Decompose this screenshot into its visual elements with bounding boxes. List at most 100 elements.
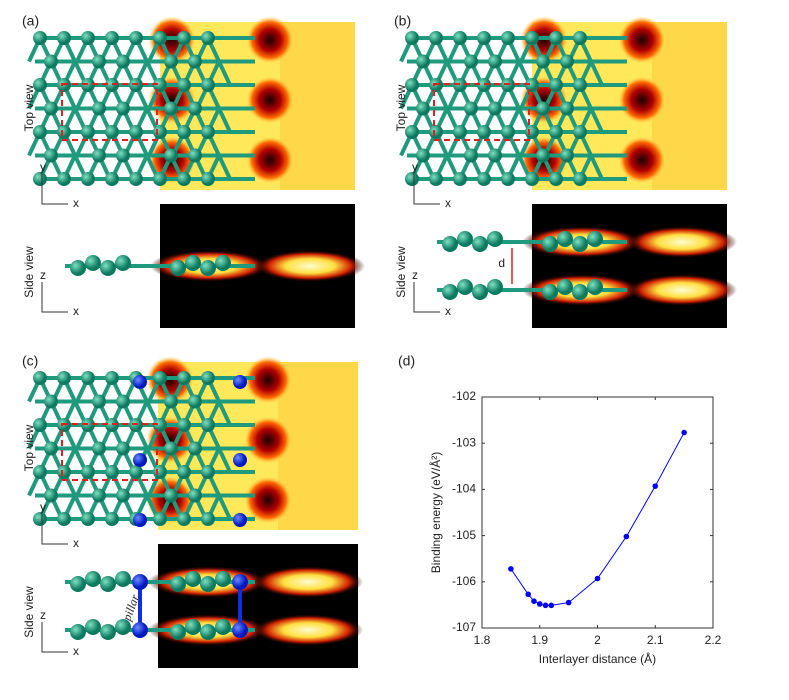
panel-label: (c)	[22, 353, 38, 369]
data-point	[536, 601, 543, 607]
atom	[177, 465, 191, 479]
data-point	[623, 533, 630, 540]
data-point	[531, 598, 537, 605]
atom	[116, 101, 130, 116]
x-tick-label: 2.1	[647, 633, 664, 647]
pillar-atom	[233, 513, 247, 527]
y-tick-label: -103	[452, 435, 476, 449]
atom	[153, 512, 167, 526]
atom	[501, 125, 515, 139]
atom	[81, 125, 95, 139]
atom	[164, 148, 178, 163]
side-atom	[215, 571, 231, 587]
axis-glyph-label: y	[412, 160, 418, 174]
atom	[81, 465, 95, 479]
atom	[536, 101, 550, 116]
bond	[217, 400, 232, 426]
x-tick-label: 1.8	[474, 633, 491, 647]
atom	[57, 371, 71, 385]
atom	[177, 371, 191, 385]
side-atom	[170, 624, 186, 640]
side-atom	[472, 236, 488, 252]
side-atom	[170, 576, 186, 592]
axis-glyph-label: x	[73, 196, 79, 210]
atom	[453, 172, 467, 186]
atom	[573, 172, 587, 186]
bond	[589, 107, 604, 133]
y-tick-label: -105	[452, 528, 476, 542]
axis-glyph-label: x	[445, 196, 451, 210]
atom	[116, 54, 130, 69]
side-atom	[70, 576, 86, 592]
atom	[453, 31, 467, 45]
view-label: Top view	[394, 84, 408, 131]
side-atom	[185, 619, 201, 635]
heatmap-spot	[244, 476, 292, 524]
axis-glyph-label: y	[40, 160, 46, 174]
side-atom	[100, 576, 116, 592]
atom	[44, 101, 58, 116]
atom	[477, 31, 491, 45]
atom	[129, 125, 143, 139]
atom	[177, 125, 191, 139]
atom	[201, 31, 215, 45]
side-atom	[457, 231, 473, 247]
side-atom	[557, 279, 573, 295]
x-tick-label: 2.2	[705, 633, 722, 647]
axis-glyph	[413, 174, 440, 205]
side-atom	[200, 576, 216, 592]
atom	[536, 148, 550, 163]
data-point	[508, 566, 514, 572]
pillar-atom	[232, 574, 248, 590]
atom	[33, 512, 47, 526]
side-atom	[115, 571, 131, 587]
atom	[525, 172, 539, 186]
side-atom	[487, 231, 503, 247]
atom	[536, 54, 550, 69]
atom	[416, 54, 430, 69]
pillar-atom	[132, 622, 148, 638]
atom	[92, 488, 106, 503]
atom	[92, 54, 106, 69]
view-label: Top view	[22, 84, 36, 131]
axis-glyph	[41, 282, 68, 313]
atom	[201, 172, 215, 186]
atom	[405, 172, 419, 186]
side-atom	[185, 571, 201, 587]
side-atom	[457, 279, 473, 295]
plot-area	[481, 396, 714, 629]
atom	[105, 172, 119, 186]
side-atom	[572, 236, 588, 252]
side-glow	[255, 250, 365, 282]
axis-glyph-label: x	[73, 536, 79, 550]
side-atom	[200, 624, 216, 640]
pillar-atom	[133, 513, 147, 527]
atom	[525, 78, 539, 92]
atom	[81, 31, 95, 45]
atom	[33, 418, 47, 432]
panel-label: (b)	[394, 13, 411, 29]
atom	[177, 172, 191, 186]
side-atom	[100, 260, 116, 276]
atom	[81, 371, 95, 385]
view-label: Side view	[22, 586, 36, 638]
atom	[560, 54, 574, 69]
pillar-atom	[233, 453, 247, 467]
atom	[188, 488, 202, 503]
axis-glyph-label: y	[40, 500, 46, 514]
side-atom	[85, 571, 101, 587]
atom	[81, 172, 95, 186]
atom	[33, 371, 47, 385]
bond	[589, 154, 604, 180]
pillar-atom	[133, 375, 147, 389]
atom	[453, 125, 467, 139]
atom	[33, 31, 47, 45]
gap-label: d	[498, 256, 505, 270]
atom	[57, 125, 71, 139]
atom	[81, 512, 95, 526]
atom	[33, 172, 47, 186]
atom	[488, 101, 502, 116]
x-tick-label: 2	[594, 633, 601, 647]
y-tick-label: -102	[452, 389, 476, 403]
atom	[44, 441, 58, 456]
